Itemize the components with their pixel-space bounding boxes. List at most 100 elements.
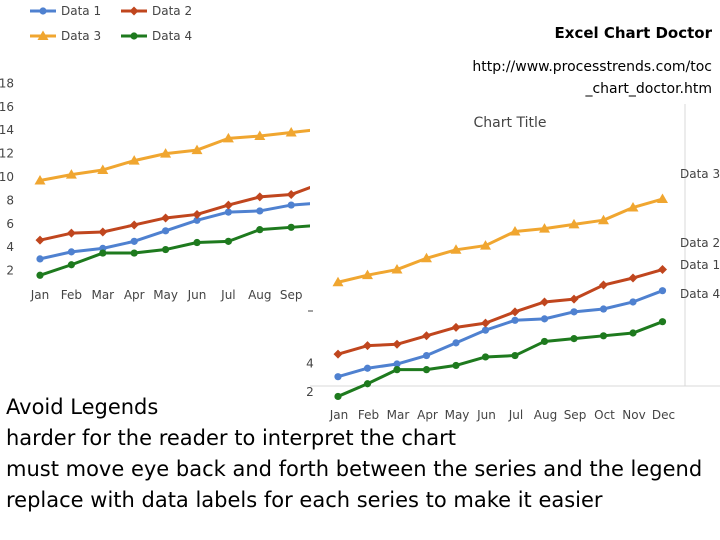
chart-panel	[310, 104, 720, 386]
data-point-data-1	[193, 216, 201, 224]
data-point-data-2	[569, 294, 579, 304]
data-point-data-2	[192, 209, 202, 219]
x-tick-label: Jul	[508, 408, 523, 422]
legend-swatch-marker	[39, 7, 47, 15]
x-tick-label: Aug	[248, 288, 271, 302]
data-point-data-2	[422, 331, 431, 341]
data-point-data-1	[334, 373, 342, 381]
brand-url-line-1[interactable]: http://www.processtrends.com/toc	[472, 59, 712, 75]
slide-bullet-2: must move eye back and forth between the…	[6, 457, 703, 481]
data-point-data-3	[97, 164, 109, 174]
series-line-data-4	[337, 320, 664, 398]
data-point-data-2	[333, 349, 343, 359]
x-tick-label: Jan	[329, 408, 349, 422]
data-point-data-1	[224, 208, 232, 216]
data-point-data-1	[130, 237, 138, 245]
y-tick-label: 8	[6, 193, 14, 207]
brand-url-line-2[interactable]: _chart_doctor.htm	[585, 81, 712, 97]
data-label-data-3: Data 3	[680, 167, 720, 181]
data-point-data-4	[422, 366, 431, 374]
data-point-data-4	[629, 329, 637, 337]
x-tick-label: May	[445, 408, 470, 422]
x-tick-label: Feb	[358, 408, 379, 422]
data-point-data-3	[539, 223, 550, 233]
legend-swatch-marker	[37, 30, 49, 40]
y-tick-label: 18	[0, 76, 14, 90]
data-label-data-2: Data 2	[680, 236, 720, 250]
data-point-data-3	[509, 225, 521, 236]
data-point-data-2	[35, 235, 45, 245]
data-point-data-4	[130, 249, 138, 257]
x-tick-label: Apr	[124, 288, 145, 302]
x-tick-label: Nov	[622, 408, 645, 422]
legend-label-data-3: Data 3	[61, 29, 101, 43]
data-point-data-4	[452, 361, 460, 370]
data-point-data-2	[658, 265, 667, 275]
y-tick-label: 4	[306, 357, 314, 371]
data-point-data-2	[392, 339, 402, 349]
data-point-data-3	[128, 155, 140, 165]
x-tick-label: Mar	[91, 288, 114, 302]
data-point-data-4	[193, 238, 201, 247]
data-point-data-2	[451, 322, 461, 332]
data-point-data-3	[191, 144, 203, 155]
data-point-data-2	[129, 220, 139, 230]
data-point-data-2	[510, 307, 520, 317]
data-point-data-3	[332, 276, 344, 287]
y-tick-label: 12	[0, 147, 14, 161]
y-tick-label: 10	[0, 170, 14, 184]
y-tick-label: 2	[6, 264, 14, 278]
x-tick-label: Mar	[387, 408, 410, 422]
y-tick-label: 6	[6, 217, 14, 231]
data-point-data-1	[540, 315, 549, 323]
data-point-data-2	[540, 297, 549, 307]
data-point-data-3	[657, 193, 668, 204]
data-point-data-2	[66, 228, 76, 238]
legend-label-data-1: Data 1	[61, 4, 101, 18]
data-point-data-4	[481, 353, 490, 361]
data-point-data-4	[162, 245, 170, 254]
data-point-data-2	[98, 227, 108, 237]
data-point-data-1	[36, 255, 44, 263]
data-point-data-3	[480, 240, 491, 250]
series-line-data-2	[337, 268, 663, 356]
series-line-data-1	[337, 289, 664, 379]
data-point-data-4	[570, 335, 578, 343]
data-point-data-4	[511, 351, 519, 360]
branding-block: Excel Chart Doctor http://www.processtre…	[472, 24, 712, 100]
data-point-data-3	[222, 132, 234, 143]
x-tick-label: Sep	[564, 408, 587, 422]
legend-swatch-marker	[130, 32, 138, 40]
data-point-data-4	[36, 271, 44, 279]
brand-title: Excel Chart Doctor	[554, 24, 712, 42]
data-point-data-2	[223, 200, 233, 210]
series-line-data-3	[337, 197, 663, 284]
data-point-data-1	[393, 360, 401, 368]
x-tick-label: Jun	[476, 408, 496, 422]
data-point-data-2	[161, 213, 171, 223]
data-point-data-2	[628, 273, 638, 283]
data-point-data-4	[67, 261, 75, 269]
legend-swatch-marker	[129, 6, 139, 16]
legend-label-data-4: Data 4	[152, 29, 192, 43]
data-point-data-1	[570, 308, 578, 316]
data-point-data-1	[481, 326, 490, 334]
data-point-data-4	[287, 223, 295, 231]
data-point-data-3	[568, 218, 580, 229]
x-tick-label: May	[153, 288, 178, 302]
data-point-data-4	[363, 380, 372, 388]
data-point-data-3	[34, 175, 46, 185]
x-tick-label: Jan	[30, 288, 50, 302]
chart-with-data-labels: Chart Title 2 4 Data 1 Data 2 Data 3 Data 4 Jan…	[306, 104, 720, 422]
data-point-data-1	[599, 305, 608, 313]
x-tick-label: Oct	[594, 408, 615, 422]
data-point-data-1	[256, 207, 264, 215]
data-point-data-1	[452, 339, 460, 347]
data-label-data-1: Data 1	[680, 258, 720, 272]
data-point-data-3	[254, 130, 266, 141]
y-tick-label: 4	[6, 240, 14, 254]
data-point-data-4	[599, 332, 608, 340]
y-tick-label: 2	[306, 385, 314, 399]
data-point-data-4	[99, 249, 107, 257]
